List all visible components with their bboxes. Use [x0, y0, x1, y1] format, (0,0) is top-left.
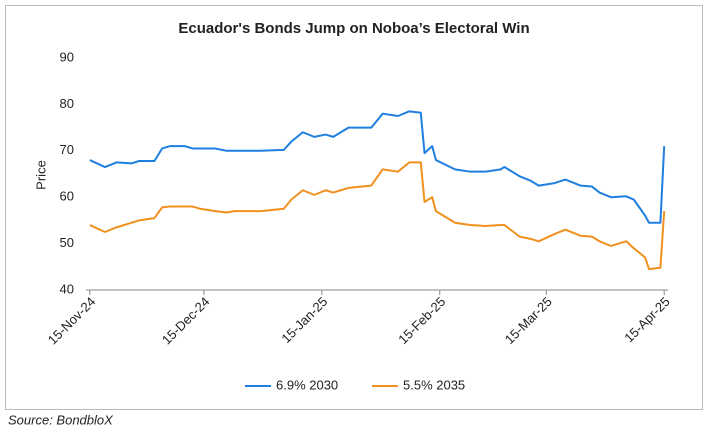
y-tick-label: 40: [60, 281, 74, 296]
y-tick-label: 70: [60, 142, 74, 157]
chart-title: Ecuador's Bonds Jump on Noboa’s Electora…: [178, 20, 529, 37]
legend-label: 5.5% 2035: [403, 377, 465, 392]
y-tick-label: 50: [60, 235, 74, 250]
y-tick-label: 60: [60, 189, 74, 204]
chart-border: [5, 5, 703, 410]
y-tick-label: 90: [60, 49, 74, 64]
y-axis-label: Price: [33, 160, 48, 190]
series-line: [89, 161, 666, 271]
y-tick-label: 80: [60, 96, 74, 111]
source-note: Source: BondbloX: [8, 412, 114, 427]
series-line: [89, 110, 666, 224]
legend-label: 6.9% 2030: [276, 377, 338, 392]
